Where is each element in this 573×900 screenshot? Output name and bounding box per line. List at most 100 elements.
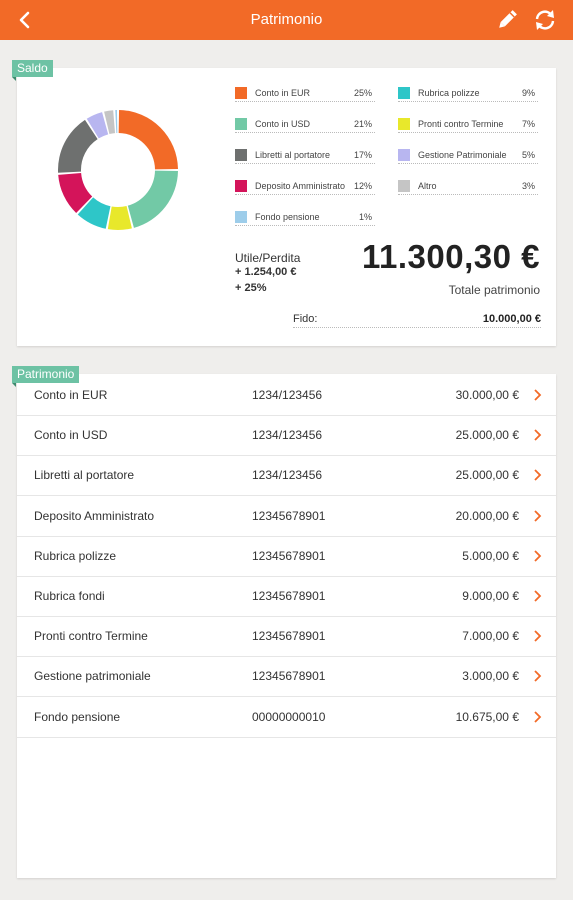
donut-segment <box>107 205 132 230</box>
account-name: Conto in EUR <box>34 388 108 402</box>
account-row[interactable]: Deposito Amministrato 12345678901 20.000,0… <box>17 496 556 537</box>
total-balance-value: 11.300,30 € <box>361 238 540 275</box>
chevron-right-icon <box>534 630 542 642</box>
legend-item: Conto in EUR 25% <box>235 87 375 102</box>
account-number: 00000000010 <box>252 709 326 724</box>
legend-percentage: 3% <box>521 181 535 191</box>
chevron-right-icon <box>534 389 542 401</box>
account-row[interactable]: Rubrica polizze 12345678901 5.000,00 € <box>17 536 556 577</box>
account-name: Rubrica fondi <box>34 589 105 603</box>
account-name: Fondo pensione <box>34 709 121 724</box>
account-name: Rubrica polizze <box>34 548 117 563</box>
account-amount: 10.675,00 € <box>455 709 519 724</box>
account-number: 1234/123456 <box>252 388 323 402</box>
account-row[interactable]: Rubrica fondi 12345678901 9.000,00 € <box>17 576 556 617</box>
legend-item: Rubrica polizze 9% <box>398 87 538 102</box>
legend-swatch <box>235 211 247 223</box>
total-balance-label: Totale patrimonio <box>448 283 540 297</box>
account-name: Gestione patrimoniale <box>34 669 151 684</box>
chevron-right-icon <box>534 670 542 683</box>
legend-label: Pronti contro Termine <box>418 119 504 129</box>
account-amount: 9.000,00 € <box>462 589 519 603</box>
legend-item: Deposito Amministrato 12% <box>235 180 375 195</box>
page-title: Patrimonio <box>250 11 323 28</box>
legend-percentage: 7% <box>521 119 535 129</box>
donut-segment <box>127 170 178 228</box>
donut-segment <box>118 110 178 170</box>
donut-segment <box>115 110 118 134</box>
chevron-right-icon <box>534 590 542 602</box>
account-row[interactable]: Gestione patrimoniale 12345678901 3.000,00… <box>17 656 556 698</box>
account-name: Deposito Amministrato <box>34 508 155 523</box>
legend-label: Conto in USD <box>255 119 311 129</box>
app-header: Patrimonio <box>0 0 573 40</box>
legend-label: Libretti al portatore <box>255 150 331 160</box>
legend-swatch <box>398 87 410 99</box>
legend-swatch <box>398 180 410 192</box>
account-number: 12345678901 <box>252 548 326 563</box>
chevron-right-icon <box>534 550 542 562</box>
legend-item: Fondo pensione 1% <box>235 211 375 226</box>
account-number: 12345678901 <box>252 589 326 603</box>
legend-swatch <box>235 87 247 99</box>
refresh-icon <box>535 10 555 30</box>
account-amount: 30.000,00 € <box>455 388 519 402</box>
legend-percentage: 17% <box>353 150 372 160</box>
account-number: 1234/123456 <box>252 468 323 483</box>
legend-item: Altro 3% <box>398 180 538 195</box>
account-row[interactable]: Fondo pensione 00000000010 10.675,00 € <box>17 697 556 738</box>
legend-item: Libretti al portatore 17% <box>235 149 375 164</box>
legend-label: Gestione Patrimoniale <box>418 150 507 160</box>
refresh-button[interactable] <box>532 7 558 33</box>
chevron-right-icon <box>534 509 542 522</box>
legend-label: Rubrica polizze <box>418 88 480 98</box>
account-amount: 25.000,00 € <box>455 428 519 443</box>
legend-swatch <box>235 149 247 161</box>
credit-line-label: Fido: <box>293 313 318 325</box>
legend-item: Conto in USD 21% <box>235 118 375 133</box>
legend-percentage: 12% <box>353 181 372 191</box>
account-name: Pronti contro Termine <box>34 629 148 644</box>
legend-swatch <box>235 118 247 130</box>
account-number: 12345678901 <box>252 629 326 644</box>
chevron-right-icon <box>534 710 542 723</box>
profit-loss-percentage: + 25% <box>235 282 267 294</box>
account-amount: 3.000,00 € <box>462 669 519 684</box>
account-row[interactable]: Pronti contro Termine 12345678901 7.000,00… <box>17 616 556 658</box>
donut-segment <box>77 197 111 229</box>
donut-segment <box>104 110 116 135</box>
patrimonio-card <box>17 374 556 878</box>
donut-segment <box>58 172 93 214</box>
legend-label: Altro <box>418 181 437 191</box>
legend-percentage: 9% <box>521 88 535 98</box>
chevron-right-icon <box>534 469 542 482</box>
account-number: 12345678901 <box>252 508 326 523</box>
legend-percentage: 5% <box>521 150 535 160</box>
account-number: 12345678901 <box>252 669 326 684</box>
chevron-left-icon <box>19 11 30 29</box>
pencil-icon <box>499 10 517 28</box>
legend-percentage: 25% <box>353 88 372 98</box>
donut-segment <box>86 112 109 139</box>
account-row[interactable]: Conto in EUR 1234/123456 30.000,00 € <box>17 375 556 416</box>
credit-line-row: Fido: 10.000,00 € <box>293 311 541 328</box>
legend-percentage: 1% <box>358 212 372 222</box>
legend-label: Fondo pensione <box>255 212 320 222</box>
allocation-donut-chart <box>58 110 178 230</box>
legend-percentage: 21% <box>353 119 372 129</box>
back-button[interactable] <box>10 6 38 34</box>
edit-button[interactable] <box>494 7 520 33</box>
account-amount: 20.000,00 € <box>455 508 519 523</box>
account-number: 1234/123456 <box>252 428 323 443</box>
chevron-right-icon <box>534 429 542 441</box>
account-name: Libretti al portatore <box>34 468 135 483</box>
profit-loss-amount: + 1.254,00 € <box>235 266 297 278</box>
account-row[interactable]: Libretti al portatore 1234/123456 25.000,0… <box>17 455 556 497</box>
saldo-tag: Saldo <box>12 60 53 81</box>
legend-label: Conto in EUR <box>255 88 311 98</box>
legend-item: Gestione Patrimoniale 5% <box>398 149 538 164</box>
legend-item: Pronti contro Termine 7% <box>398 118 538 133</box>
legend-swatch <box>235 180 247 192</box>
account-row[interactable]: Conto in USD 1234/123456 25.000,00 € <box>17 415 556 457</box>
account-amount: 7.000,00 € <box>462 629 519 644</box>
